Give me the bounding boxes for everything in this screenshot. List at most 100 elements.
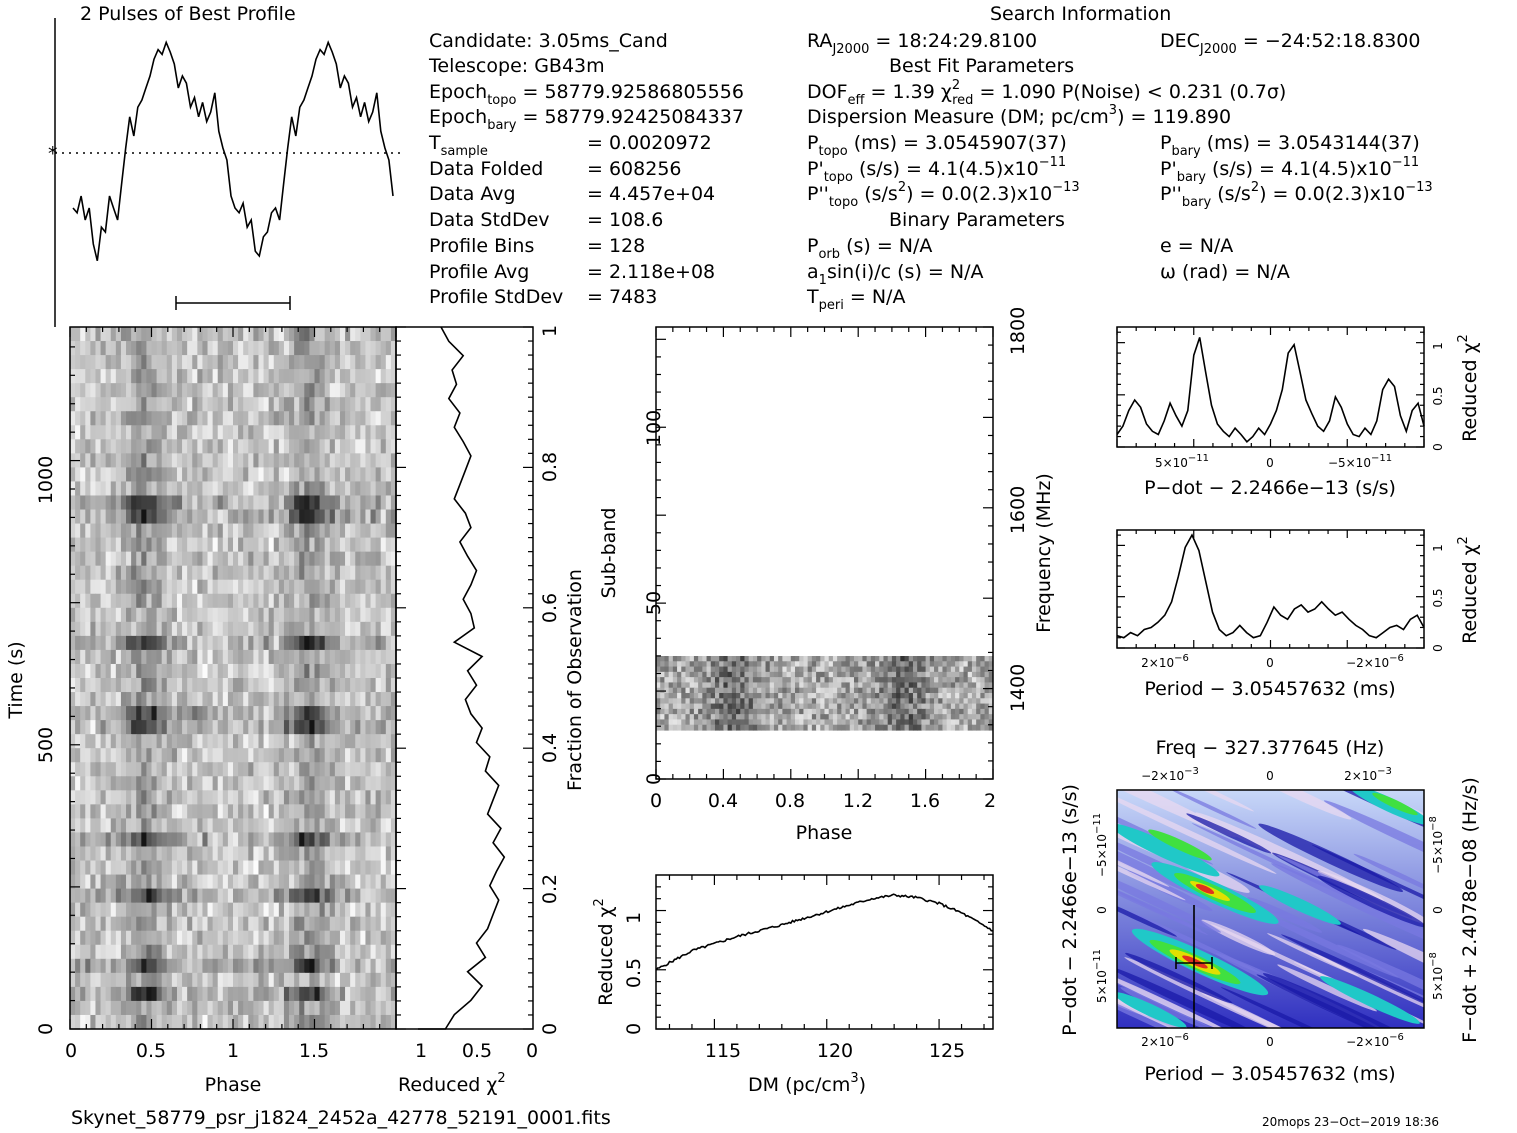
time-phase-cell: [151, 734, 158, 749]
time-phase-cell: [258, 341, 265, 356]
time-phase-cell: [273, 509, 280, 525]
time-phase-cell: [355, 411, 361, 426]
time-phase-cell: [324, 397, 331, 412]
time-phase-cell: [146, 888, 153, 904]
subband-cell: [786, 666, 792, 673]
time-phase-cell: [192, 846, 198, 862]
time-phase-cell: [70, 355, 76, 370]
time-phase-cell: [182, 537, 188, 553]
time-phase-cell: [227, 930, 234, 946]
subband-cell: [875, 724, 880, 731]
subband-cell: [971, 656, 977, 662]
subband-cell: [866, 708, 872, 715]
time-phase-cell: [289, 776, 295, 791]
subband-cell: [689, 671, 695, 678]
dm-xtick-2: 125: [929, 1040, 965, 1062]
time-phase-cell: [136, 790, 142, 805]
time-phase-cell: [192, 649, 198, 665]
time-phase-cell: [95, 1014, 102, 1029]
time-phase-cell: [360, 327, 367, 342]
time-phase-cell: [329, 790, 336, 805]
time-phase-cell: [268, 860, 275, 876]
time-phase-cell: [314, 888, 321, 904]
time-phase-cell: [365, 551, 372, 567]
subband-cell: [702, 682, 708, 689]
time-phase-cell: [278, 355, 285, 370]
time-phase-cell: [110, 776, 117, 791]
time-phase-cell: [115, 383, 122, 398]
time-phase-cell: [314, 1014, 321, 1029]
time-phase-cell: [187, 495, 193, 511]
time-phase-cell: [238, 958, 244, 974]
time-phase-cell: [334, 804, 341, 819]
time-phase-cell: [334, 986, 341, 1002]
time-phase-cell: [110, 790, 117, 805]
time-phase-cell: [248, 874, 254, 890]
fit-column: RAJ2000 = 18:24:29.8100 DECJ2000 = −24:5…: [806, 30, 1433, 313]
time-phase-cell: [176, 649, 183, 665]
time-phase-cell: [100, 944, 107, 960]
time-phase-cell: [151, 972, 158, 988]
time-phase-cell: [334, 776, 341, 791]
time-phase-cell: [222, 748, 229, 763]
time-phase-cell: [233, 579, 239, 595]
time-phase-cell: [278, 874, 285, 890]
time-phase-cell: [283, 846, 290, 862]
time-phase-cell: [212, 1000, 219, 1016]
subband-cell: [879, 714, 885, 721]
time-phase-cell: [360, 635, 367, 651]
time-phase-cell: [263, 383, 270, 398]
subband-cell: [702, 724, 708, 731]
time-phase-cell: [141, 902, 147, 918]
subband-cell: [921, 682, 927, 689]
subband-cell: [988, 682, 993, 689]
time-phase-cell: [90, 453, 97, 468]
subband-cell: [837, 714, 842, 721]
subband-cell: [912, 687, 918, 694]
subband-cell: [908, 661, 914, 668]
time-phase-cell: [273, 748, 280, 763]
time-phase-cell: [161, 874, 168, 890]
subband-cell: [714, 698, 720, 705]
time-phase-cell: [207, 1000, 214, 1016]
time-phase-cell: [156, 832, 163, 848]
time-phase-cell: [289, 509, 295, 525]
subband-cell: [816, 656, 821, 662]
time-phase-cell: [324, 369, 331, 384]
subband-cell: [816, 719, 821, 726]
subband-cell: [849, 708, 855, 715]
time-phase-cell: [161, 720, 168, 735]
time-phase-cell: [202, 439, 209, 454]
time-phase-cell: [212, 860, 219, 876]
time-phase-cell: [390, 453, 396, 468]
subband-cell: [832, 714, 838, 721]
time-phase-cell: [370, 874, 377, 890]
time-phase-cell: [370, 411, 377, 426]
subband-cell: [693, 656, 699, 662]
time-phase-cell: [70, 776, 76, 791]
time-phase-cell: [151, 327, 158, 342]
time-phase-cell: [263, 565, 270, 581]
time-phase-cell: [233, 635, 239, 651]
time-phase-cell: [233, 832, 239, 848]
time-phase-cell: [253, 481, 260, 497]
time-phase-cell: [278, 537, 285, 553]
time-phase-cell: [176, 706, 183, 721]
subband-cell: [803, 724, 809, 731]
time-phase-cell: [289, 369, 295, 384]
time-phase-cell: [233, 804, 239, 819]
time-phase-cell: [156, 565, 163, 581]
time-phase-cell: [131, 383, 137, 398]
time-phase-cell: [390, 467, 396, 483]
time-phase-cell: [75, 439, 81, 454]
time-phase-cell: [151, 607, 158, 623]
time-phase-cell: [278, 748, 285, 763]
time-phase-cell: [222, 846, 229, 862]
time-phase-cell: [100, 509, 107, 525]
time-phase-cell: [171, 748, 178, 763]
time-phase-cell: [319, 860, 326, 876]
time-phase-cell: [212, 425, 219, 440]
subband-cell: [778, 666, 783, 673]
time-phase-cell: [233, 720, 239, 735]
time-phase-cell: [233, 902, 239, 918]
